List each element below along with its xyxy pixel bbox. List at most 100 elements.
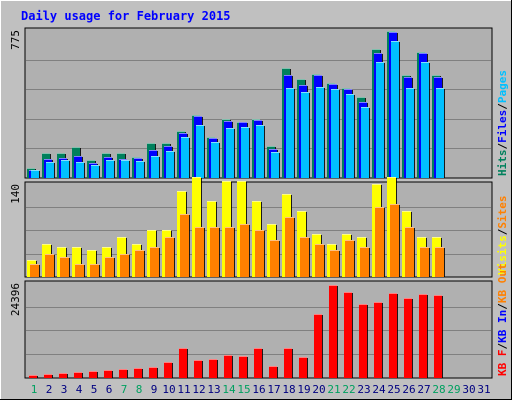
bar-fill [241, 127, 249, 178]
bar-kb-f-day-11 [179, 348, 188, 378]
bar-sites-day-8 [135, 250, 145, 277]
bar-pages-day-5 [91, 165, 100, 178]
x-label-day-5: 5 [91, 383, 98, 396]
y-max-label: 24396 [9, 283, 22, 316]
bar-fill [226, 128, 234, 178]
bar-sites-day-15 [240, 224, 250, 277]
chart-title: Daily usage for February 2015 [21, 9, 231, 23]
bar-fill [254, 348, 262, 378]
bar-fill [135, 250, 144, 277]
legend-item-kb-out: KB Out [496, 263, 509, 303]
bar-fill [299, 357, 307, 378]
bar-fill [166, 151, 174, 178]
bar-fill [239, 356, 247, 378]
bar-kb-f-day-17 [269, 366, 278, 378]
bar-fill [316, 87, 324, 178]
bar-pages-day-19 [301, 92, 310, 178]
x-label-day-22: 22 [342, 383, 355, 396]
bar-fill [284, 348, 292, 378]
x-label-day-28: 28 [432, 383, 445, 396]
bar-fill [87, 250, 96, 277]
bar-kb-f-day-27 [419, 294, 428, 378]
bar-fill [315, 244, 324, 277]
bar-sites-day-26 [405, 227, 415, 277]
bar-pages-day-7 [121, 160, 130, 178]
bar-sites-day-13 [210, 227, 220, 277]
bar-pages-day-16 [256, 125, 265, 178]
x-label-day-26: 26 [402, 383, 415, 396]
bar-pages-day-13 [211, 142, 220, 178]
bar-sites-day-9 [150, 247, 160, 277]
bar-visits-day-4 [72, 247, 82, 277]
bar-sites-day-5 [90, 264, 100, 277]
bar-fill [179, 348, 187, 378]
bar-sites-day-2 [45, 254, 55, 277]
bar-fill [119, 369, 127, 378]
y-max-label: 140 [9, 184, 22, 204]
bar-fill [359, 304, 367, 378]
bar-fill [240, 224, 249, 277]
bar-kb-f-day-14 [224, 355, 233, 378]
bar-fill [89, 371, 97, 378]
bar-sites-day-19 [300, 237, 310, 277]
bar-sites-day-7 [120, 254, 130, 277]
bar-fill [181, 137, 189, 178]
bar-kb-f-day-19 [299, 357, 308, 378]
x-label-day-12: 12 [192, 383, 205, 396]
bar-sites-day-10 [165, 237, 175, 277]
bar-fill [285, 217, 294, 277]
bar-fill [420, 247, 429, 277]
bar-fill [60, 257, 69, 277]
bar-fill [194, 360, 202, 378]
bar-fill [151, 156, 159, 178]
bar-fill [30, 264, 39, 277]
x-label-day-30: 30 [462, 383, 475, 396]
bar-pages-day-26 [406, 88, 415, 178]
bar-fill [376, 62, 384, 178]
bar-fill [44, 374, 52, 378]
x-label-day-24: 24 [372, 383, 386, 396]
legend-item-visits: Visits [496, 235, 509, 275]
bar-pages-day-17 [271, 152, 280, 178]
bar-fill [419, 294, 427, 378]
bar-kb-f-day-1 [29, 375, 38, 378]
bar-fill [224, 355, 232, 378]
bar-pages-day-18 [286, 88, 295, 178]
bar-fill [434, 295, 442, 378]
bar-kb-f-day-26 [404, 298, 413, 378]
legend-item-kb-f: KB F [496, 350, 509, 377]
x-label-day-6: 6 [106, 383, 113, 396]
x-label-day-10: 10 [162, 383, 175, 396]
bar-fill [31, 170, 39, 178]
bar-pages-day-23 [361, 107, 370, 178]
bar-pages-day-15 [241, 127, 250, 178]
x-label-day-2: 2 [46, 383, 53, 396]
bar-fill [225, 227, 234, 277]
bar-kb-f-day-4 [74, 372, 83, 378]
bar-fill [150, 247, 159, 277]
bar-fill [136, 161, 144, 178]
x-label-day-11: 11 [177, 383, 190, 396]
panel-hits-files-pages: 775 [9, 27, 493, 179]
bar-sites-day-22 [345, 240, 355, 277]
bar-fill [106, 160, 114, 178]
bar-fill [360, 247, 369, 277]
bar-kb-f-day-28 [434, 295, 443, 378]
x-label-day-23: 23 [357, 383, 370, 396]
x-label-day-15: 15 [237, 383, 250, 396]
bar-pages-day-20 [316, 87, 325, 178]
bar-kb-f-day-13 [209, 359, 218, 378]
x-label-day-13: 13 [207, 383, 220, 396]
bar-fill [421, 62, 429, 178]
bar-fill [344, 292, 352, 378]
bar-kb-f-day-6 [104, 370, 113, 378]
bar-sites-day-12 [195, 227, 205, 277]
bar-kb-f-day-24 [374, 302, 383, 378]
bar-fill [59, 373, 67, 378]
bar-fill [286, 88, 294, 178]
legend-visits-sites: Visits/Sites [496, 196, 509, 276]
bar-pages-day-1 [31, 170, 40, 178]
bar-sites-day-1 [30, 264, 40, 277]
bar-fill [120, 254, 129, 277]
